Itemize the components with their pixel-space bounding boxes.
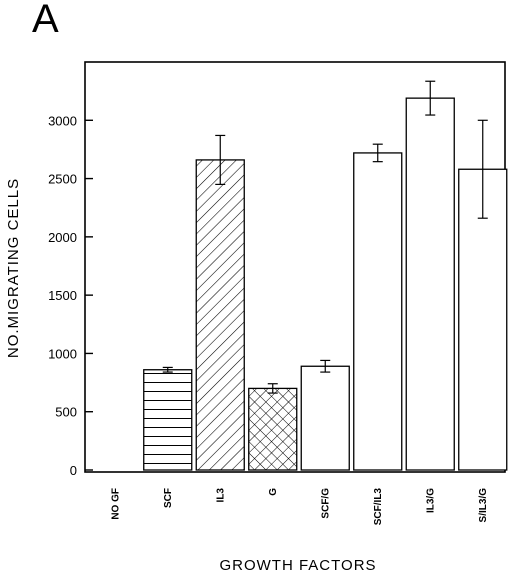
y-tick-label: 1500 [48, 288, 77, 303]
x-tick-label: S/IL3/G [478, 488, 489, 523]
bar-s-il3-g [458, 168, 508, 471]
y-axis-title: NO.MIGRATING CELLS [5, 178, 22, 358]
error-bar [162, 366, 173, 373]
y-tick-label: 2500 [48, 172, 77, 187]
x-tick-label: SCF/G [320, 488, 331, 519]
y-tick-label: 500 [55, 405, 77, 420]
error-bar [372, 143, 383, 163]
y-tick-label: 2000 [48, 230, 77, 245]
error-bar [215, 134, 226, 185]
error-bar [320, 359, 331, 373]
bar-scf [143, 369, 193, 471]
x-axis-title: GROWTH FACTORS [219, 557, 376, 574]
x-tick-label: IL3/G [425, 488, 436, 513]
y-tick-label: 0 [70, 463, 77, 478]
panel-label: A [32, 0, 59, 41]
error-bars [162, 80, 488, 394]
bar-il3 [195, 159, 245, 471]
x-axis-labels: NO GF SCF IL3 G SCF/G SCF/IL3 IL3/G S/IL3/G [110, 488, 489, 526]
y-tick-label: 1000 [48, 346, 77, 361]
bar-scf-il3 [353, 152, 403, 471]
bar-g [248, 387, 298, 471]
y-axis: 0 500 1000 1500 2000 2500 3000 [48, 113, 93, 478]
bars [143, 97, 508, 471]
x-tick-label: SCF [163, 488, 174, 508]
x-tick-label: G [268, 488, 279, 496]
error-bar [425, 80, 436, 116]
x-tick-label: SCF/IL3 [373, 488, 384, 526]
error-bar [477, 119, 488, 219]
y-tick-label: 3000 [48, 113, 77, 128]
error-bar [267, 383, 278, 394]
x-tick-label: NO GF [110, 488, 121, 520]
x-tick-label: IL3 [215, 488, 226, 503]
bar-il3-g [405, 97, 455, 471]
bar-scf-g [300, 365, 350, 471]
